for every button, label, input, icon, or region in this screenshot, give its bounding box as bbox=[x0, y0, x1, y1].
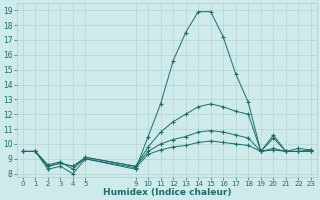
X-axis label: Humidex (Indice chaleur): Humidex (Indice chaleur) bbox=[103, 188, 231, 197]
